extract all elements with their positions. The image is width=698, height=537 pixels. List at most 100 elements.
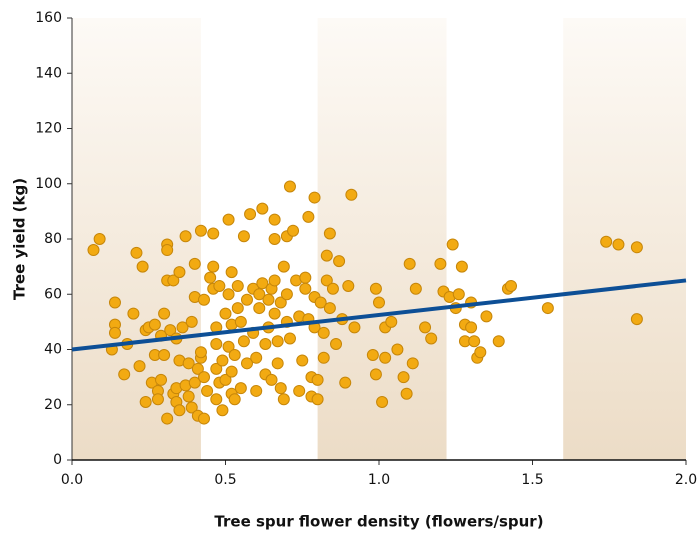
point [151, 393, 164, 406]
point [228, 349, 241, 362]
point [222, 213, 235, 226]
point [127, 307, 140, 320]
point [265, 373, 278, 386]
point [600, 235, 613, 248]
point [299, 282, 312, 295]
point [130, 246, 143, 259]
point [271, 357, 284, 370]
point [400, 387, 413, 400]
point [326, 282, 339, 295]
point [256, 277, 269, 290]
point [216, 404, 229, 417]
x-tick-label: 1.5 [521, 472, 543, 488]
y-tick-label: 120 [35, 121, 62, 137]
point [376, 395, 389, 408]
point [296, 354, 309, 367]
point [188, 376, 201, 389]
point [317, 326, 330, 339]
y-tick-label: 20 [44, 397, 62, 413]
point [185, 401, 198, 414]
point [474, 346, 487, 359]
point [465, 321, 478, 334]
point [277, 393, 290, 406]
point [274, 382, 287, 395]
point [250, 351, 263, 364]
y-tick-label: 80 [44, 231, 62, 247]
point [219, 373, 232, 386]
point [216, 354, 229, 367]
point [274, 296, 287, 309]
point [268, 307, 281, 320]
point [198, 371, 211, 384]
point [185, 315, 198, 328]
point [308, 191, 321, 204]
point [277, 260, 290, 273]
y-tick-label: 140 [35, 65, 62, 81]
point [222, 288, 235, 301]
point [240, 293, 253, 306]
point [342, 279, 355, 292]
point [213, 279, 226, 292]
point [219, 307, 232, 320]
background-band [317, 18, 447, 460]
point [320, 249, 333, 262]
x-tick-label: 0.5 [214, 472, 236, 488]
point [225, 266, 238, 279]
point [262, 293, 275, 306]
point [158, 307, 171, 320]
point [210, 362, 223, 375]
y-tick-label: 100 [35, 176, 62, 192]
point [434, 257, 447, 270]
point [287, 224, 300, 237]
point [108, 326, 121, 339]
point [505, 279, 518, 292]
point [139, 395, 152, 408]
point [164, 324, 177, 337]
x-tick-label: 0.0 [61, 472, 83, 488]
point [250, 384, 263, 397]
point [480, 310, 493, 323]
point [253, 288, 266, 301]
point [314, 296, 327, 309]
point [369, 282, 382, 295]
point [268, 213, 281, 226]
y-tick-label: 40 [44, 342, 62, 358]
point [253, 302, 266, 315]
point [379, 351, 392, 364]
y-axis-title: Tree yield (kg) [11, 178, 29, 300]
point [222, 340, 235, 353]
point [630, 313, 643, 326]
point [191, 362, 204, 375]
point [317, 351, 330, 364]
point [455, 260, 468, 273]
point [204, 271, 217, 284]
point [323, 227, 336, 240]
point [345, 188, 358, 201]
point [228, 393, 241, 406]
y-tick-label: 60 [44, 286, 62, 302]
point [194, 346, 207, 359]
point [391, 343, 404, 356]
point [234, 382, 247, 395]
point [176, 321, 189, 334]
point [133, 360, 146, 373]
point [311, 373, 324, 386]
point [182, 390, 195, 403]
point [198, 412, 211, 425]
point [323, 302, 336, 315]
point [369, 368, 382, 381]
point [541, 302, 554, 315]
point [155, 373, 168, 386]
point [225, 365, 238, 378]
point [425, 332, 438, 345]
x-tick-label: 2.0 [675, 472, 697, 488]
point [136, 260, 149, 273]
point [299, 271, 312, 284]
point [268, 233, 281, 245]
point [259, 337, 272, 350]
point [194, 224, 207, 237]
point [283, 180, 296, 193]
point [406, 357, 419, 370]
point [210, 393, 223, 406]
point [167, 274, 180, 287]
